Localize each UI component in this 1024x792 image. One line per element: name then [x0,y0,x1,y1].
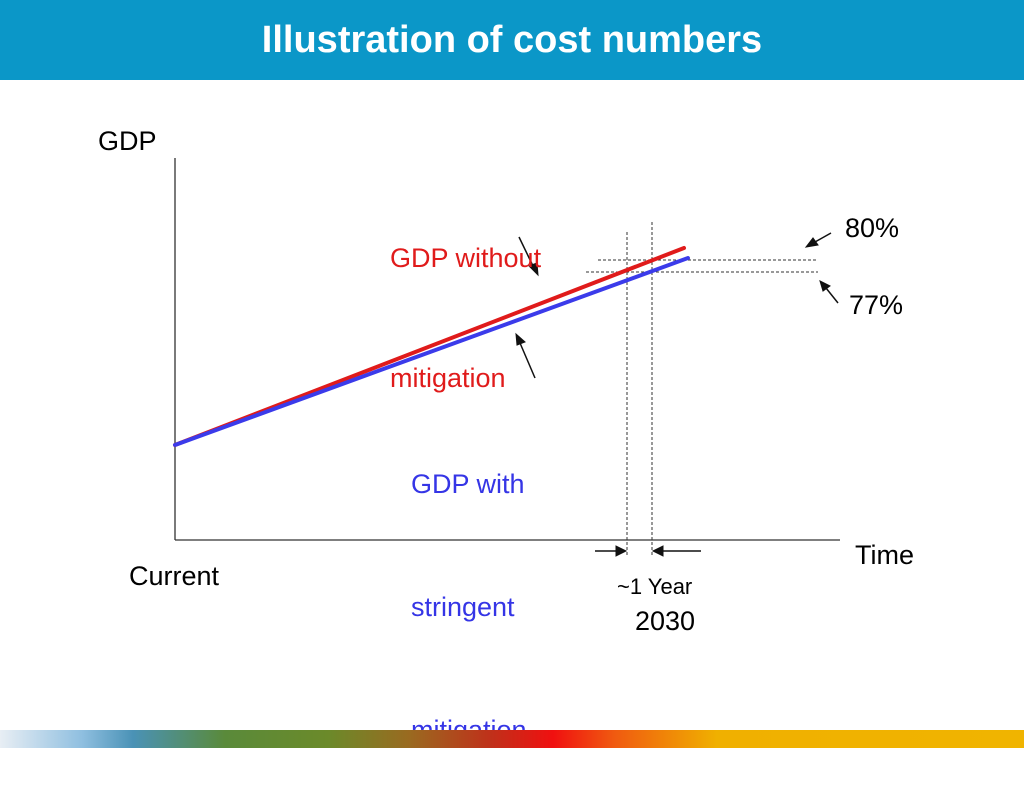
pointer-arrow-80 [804,232,832,248]
slide-title: Illustration of cost numbers [261,19,763,61]
footer-color-strip [0,730,1024,748]
delay-label: ~1 Year [617,574,693,599]
label-without-mitigation-line: mitigation [390,363,506,393]
y-axis-label: GDP [98,126,157,156]
title-bar [0,0,1024,80]
x-axis-label: Time [855,540,914,570]
label-stringent-mitigation-line: stringent [411,592,515,622]
label-stringent-mitigation-line: GDP with [411,469,525,499]
pointer-arrow-red-label [518,236,539,277]
x-start-label: Current [129,561,220,591]
pointer-arrow-77 [819,280,839,304]
pointer-arrow-blue-label [515,332,536,379]
series-line-stringent-mitigation [173,256,690,447]
year-label: 2030 [635,606,696,636]
gdp-chart [173,158,840,557]
level-high-label: 80% [845,213,900,243]
delay-arrow-left [595,545,628,557]
level-low-label: 77% [849,290,904,320]
label-without-mitigation-line: GDP without [390,243,542,273]
label-without-mitigation: GDP without mitigation [390,158,541,438]
delay-arrow-right [651,545,701,557]
